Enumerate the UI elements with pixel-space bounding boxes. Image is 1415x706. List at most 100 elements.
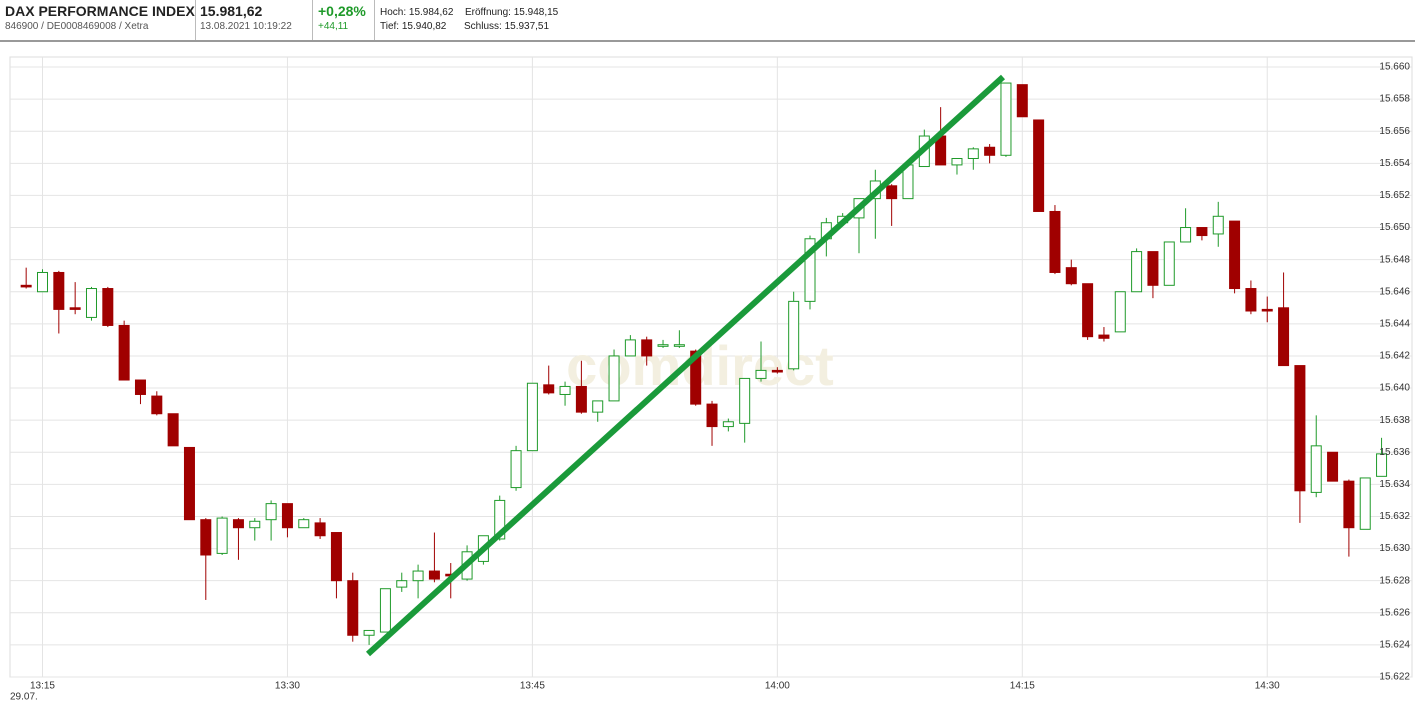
y-tick-label: 15.630 <box>1379 543 1410 554</box>
candle-body <box>510 450 522 489</box>
labels: 15.622 15.624 15.626 15.628 15.630 15.632 15.6… <box>30 62 1410 692</box>
candle-body <box>543 384 555 394</box>
candle-body <box>1114 291 1126 333</box>
x-tick-label: 14:30 <box>1255 681 1280 692</box>
candle-body <box>1163 241 1175 286</box>
candle-body <box>134 379 146 395</box>
candle-body <box>657 344 669 347</box>
y-tick-label: 15.656 <box>1379 126 1410 137</box>
y-tick-label: 15.654 <box>1379 158 1410 169</box>
candle-body <box>20 284 32 288</box>
candle-body <box>232 519 244 529</box>
candle-body <box>298 519 310 529</box>
candle-body <box>886 185 898 200</box>
candle-body <box>1343 480 1355 529</box>
candle-body <box>200 519 212 556</box>
candle-body <box>53 271 65 310</box>
low: Tief: 15.940,82 <box>380 21 447 32</box>
x-tick-label: 14:00 <box>765 681 790 692</box>
y-tick-label: 15.622 <box>1379 672 1410 683</box>
candle-body <box>967 148 979 160</box>
y-tick-label: 15.658 <box>1379 94 1410 105</box>
price: 15.981,62 <box>200 3 263 19</box>
candle-body <box>118 324 130 381</box>
y-tick-label: 15.624 <box>1379 640 1410 651</box>
candle-body <box>984 146 996 156</box>
trend-line <box>365 74 1006 657</box>
y-tick-label: 15.660 <box>1379 62 1410 73</box>
candle-body <box>1359 477 1371 530</box>
date-label: 29.07. <box>10 692 38 703</box>
candle-body <box>1327 451 1339 482</box>
y-tick-label: 15.644 <box>1379 318 1410 329</box>
high: Hoch: 15.984,62 <box>380 7 454 18</box>
candle-body <box>412 570 424 582</box>
y-tick-label: 15.634 <box>1379 479 1410 490</box>
candle-body <box>788 300 800 370</box>
header-border <box>0 40 1415 42</box>
separator <box>195 0 196 40</box>
candle-body <box>592 400 604 413</box>
timestamp: 13.08.2021 10:19:22 <box>200 21 292 32</box>
candle-body <box>1245 288 1257 312</box>
candle-body <box>183 446 195 521</box>
candle-body <box>1098 334 1110 339</box>
y-tick-label: 15.628 <box>1379 575 1410 586</box>
change-abs: +44,11 <box>318 21 349 32</box>
candle-body <box>1180 227 1192 243</box>
candle-body <box>216 517 228 554</box>
candle-body <box>575 385 587 413</box>
x-tick-label: 14:15 <box>1010 681 1035 692</box>
candle-body <box>379 588 391 633</box>
title: DAX PERFORMANCE INDEX <box>5 3 195 19</box>
candle-body <box>1196 227 1208 237</box>
candle-body <box>1049 210 1061 273</box>
candle-body <box>690 350 702 405</box>
candle-body <box>624 339 636 357</box>
y-tick-label: 15.636 <box>1379 447 1410 458</box>
y-tick-label: 15.626 <box>1379 607 1410 618</box>
candle-body <box>739 377 751 424</box>
candle-body <box>1131 251 1143 293</box>
candle-body <box>1000 82 1012 156</box>
x-tick-label: 13:15 <box>30 681 55 692</box>
change-pct: +0,28% <box>318 3 366 19</box>
candle-body <box>265 503 277 521</box>
separator <box>312 0 313 40</box>
candle-body <box>706 403 718 428</box>
candle-body <box>951 158 963 166</box>
candle-body <box>69 307 81 310</box>
candle-body <box>363 629 375 636</box>
candle-body <box>722 421 734 428</box>
candle-body <box>1212 215 1224 235</box>
close: Schluss: 15.937,51 <box>464 21 550 32</box>
candle-body <box>428 570 440 580</box>
candle-body <box>314 522 326 537</box>
candle-body <box>1278 307 1290 367</box>
candle-body <box>281 503 293 529</box>
y-tick-label: 15.638 <box>1379 415 1410 426</box>
y-tick-label: 15.648 <box>1379 254 1410 265</box>
candle-body <box>641 339 653 357</box>
candle-body <box>1082 283 1094 338</box>
candle-body <box>1310 445 1322 493</box>
y-tick-label: 15.646 <box>1379 286 1410 297</box>
candle-body <box>151 395 163 415</box>
y-tick-label: 15.652 <box>1379 190 1410 201</box>
candle-body <box>1294 365 1306 492</box>
x-tick-label: 13:30 <box>275 681 300 692</box>
x-tick-label: 13:45 <box>520 681 545 692</box>
candle-body <box>1229 220 1241 290</box>
candle-body <box>1261 308 1273 312</box>
candle-body <box>1033 119 1045 212</box>
candle-body <box>559 385 571 395</box>
candle-body <box>330 532 342 582</box>
candle-body <box>1147 251 1159 286</box>
candle-body <box>102 288 114 326</box>
y-tick-label: 15.642 <box>1379 351 1410 362</box>
y-tick-label: 15.632 <box>1379 511 1410 522</box>
candle-body <box>526 382 538 452</box>
candle-body <box>1016 84 1028 118</box>
candle-body <box>1065 267 1077 285</box>
